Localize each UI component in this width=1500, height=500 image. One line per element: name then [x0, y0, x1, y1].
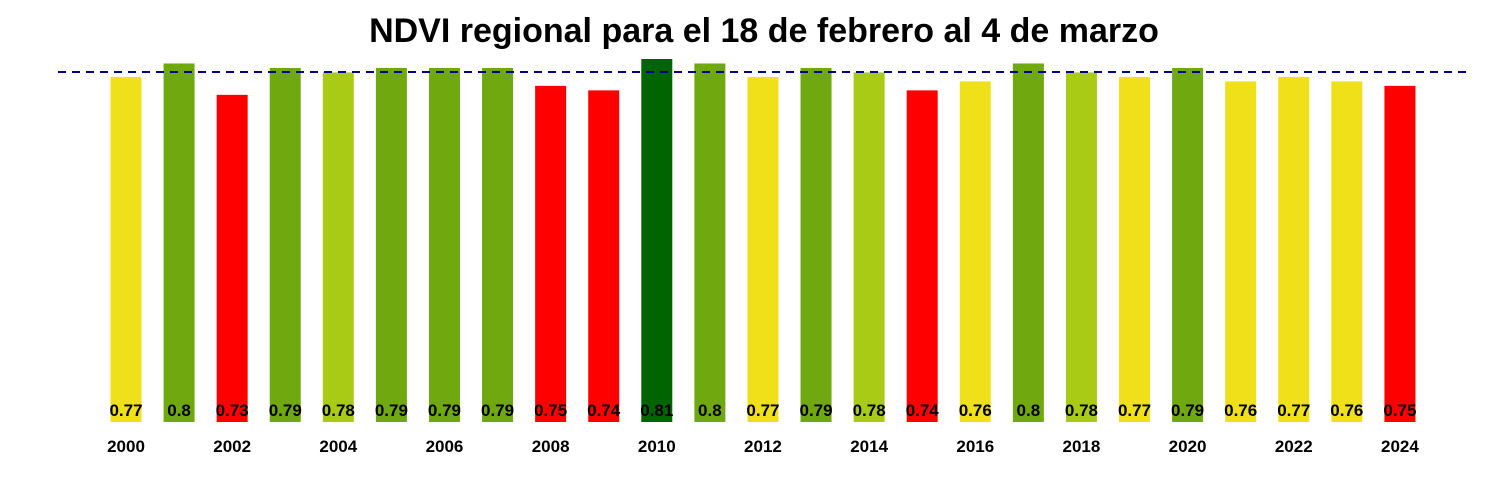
bar-2008 [535, 85, 567, 422]
value-label-2011: 0.8 [698, 401, 722, 420]
value-label-2016: 0.76 [959, 401, 992, 420]
x-tick-label-2000: 2000 [107, 437, 145, 456]
value-label-2022: 0.77 [1277, 401, 1310, 420]
bars-group [110, 59, 1416, 423]
value-label-2015: 0.74 [906, 401, 940, 420]
value-label-2004: 0.78 [322, 401, 355, 420]
bar-2006 [428, 67, 460, 423]
bar-2000 [110, 76, 142, 423]
bar-2018 [1065, 72, 1097, 422]
bar-2005 [375, 67, 407, 423]
bar-2023 [1331, 81, 1363, 422]
x-tick-label-2022: 2022 [1275, 437, 1313, 456]
x-tick-label-2004: 2004 [319, 437, 357, 456]
bar-2014 [853, 72, 885, 422]
bar-2020 [1172, 67, 1204, 423]
bar-2004 [322, 72, 354, 422]
value-label-2009: 0.74 [587, 401, 621, 420]
value-label-2006: 0.79 [428, 401, 461, 420]
bar-2003 [269, 67, 301, 423]
bar-2019 [1119, 76, 1151, 423]
value-label-2023: 0.76 [1330, 401, 1363, 420]
bar-2001 [163, 63, 195, 422]
x-tick-labels-group: 2000 2002 2004 2006 2008 2010 2012 2014 2016 2018… [107, 437, 1419, 456]
bar-2012 [747, 76, 779, 423]
value-label-2013: 0.79 [799, 401, 832, 420]
x-tick-label-2016: 2016 [956, 437, 994, 456]
bar-2009 [588, 90, 620, 423]
bar-2013 [800, 67, 832, 423]
bar-2024 [1384, 85, 1416, 422]
value-label-2017: 0.8 [1017, 401, 1041, 420]
bar-2017 [1012, 63, 1044, 422]
value-label-2020: 0.79 [1171, 401, 1204, 420]
chart-title: NDVI regional para el 18 de febrero al 4… [369, 12, 1159, 50]
value-label-2010: 0.81 [640, 401, 673, 420]
value-label-2001: 0.8 [167, 401, 191, 420]
value-label-2000: 0.77 [109, 401, 142, 420]
value-label-2019: 0.77 [1118, 401, 1151, 420]
value-label-2014: 0.78 [853, 401, 886, 420]
x-tick-label-2006: 2006 [426, 437, 464, 456]
x-tick-label-2014: 2014 [850, 437, 888, 456]
value-label-2012: 0.77 [746, 401, 779, 420]
x-tick-label-2002: 2002 [213, 437, 251, 456]
value-label-2002: 0.73 [216, 401, 249, 420]
bar-2022 [1278, 76, 1310, 423]
x-tick-label-2008: 2008 [532, 437, 570, 456]
x-tick-label-2010: 2010 [638, 437, 676, 456]
x-tick-label-2018: 2018 [1063, 437, 1101, 456]
bar-2011 [694, 63, 726, 422]
value-label-2005: 0.79 [375, 401, 408, 420]
bar-2010 [641, 59, 673, 422]
value-label-2021: 0.76 [1224, 401, 1257, 420]
x-tick-label-2012: 2012 [744, 437, 782, 456]
value-label-2018: 0.78 [1065, 401, 1098, 420]
bar-2016 [959, 81, 991, 422]
value-label-2024: 0.75 [1383, 401, 1416, 420]
bar-2021 [1225, 81, 1257, 422]
bar-2002 [216, 94, 248, 422]
value-label-2007: 0.79 [481, 401, 514, 420]
bar-2015 [906, 90, 938, 423]
value-label-2003: 0.79 [269, 401, 302, 420]
value-label-2008: 0.75 [534, 401, 567, 420]
x-tick-label-2024: 2024 [1381, 437, 1419, 456]
x-tick-label-2020: 2020 [1169, 437, 1207, 456]
bar-2007 [482, 67, 514, 423]
value-labels-group: 0.77 0.8 0.73 0.79 0.78 0.79 0.79 0.79 0.75 0.74 0… [109, 401, 1416, 420]
